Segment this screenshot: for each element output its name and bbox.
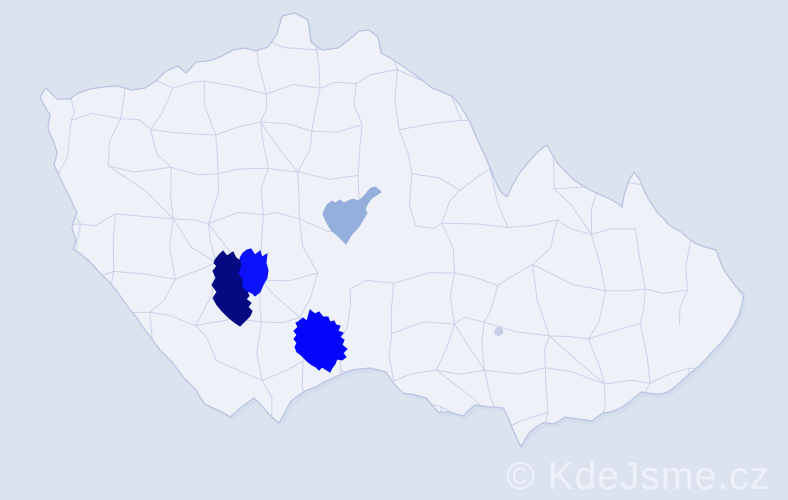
highlighted-districts <box>211 186 504 373</box>
district-steel-blue <box>322 186 382 245</box>
district-blue-north <box>238 248 269 297</box>
district-blue-south <box>293 309 348 373</box>
watermark-text: © KdeJsme.cz <box>506 455 770 498</box>
country-outline <box>39 12 745 449</box>
district-pale-tiny <box>494 326 504 337</box>
district-dark-navy <box>211 250 253 327</box>
